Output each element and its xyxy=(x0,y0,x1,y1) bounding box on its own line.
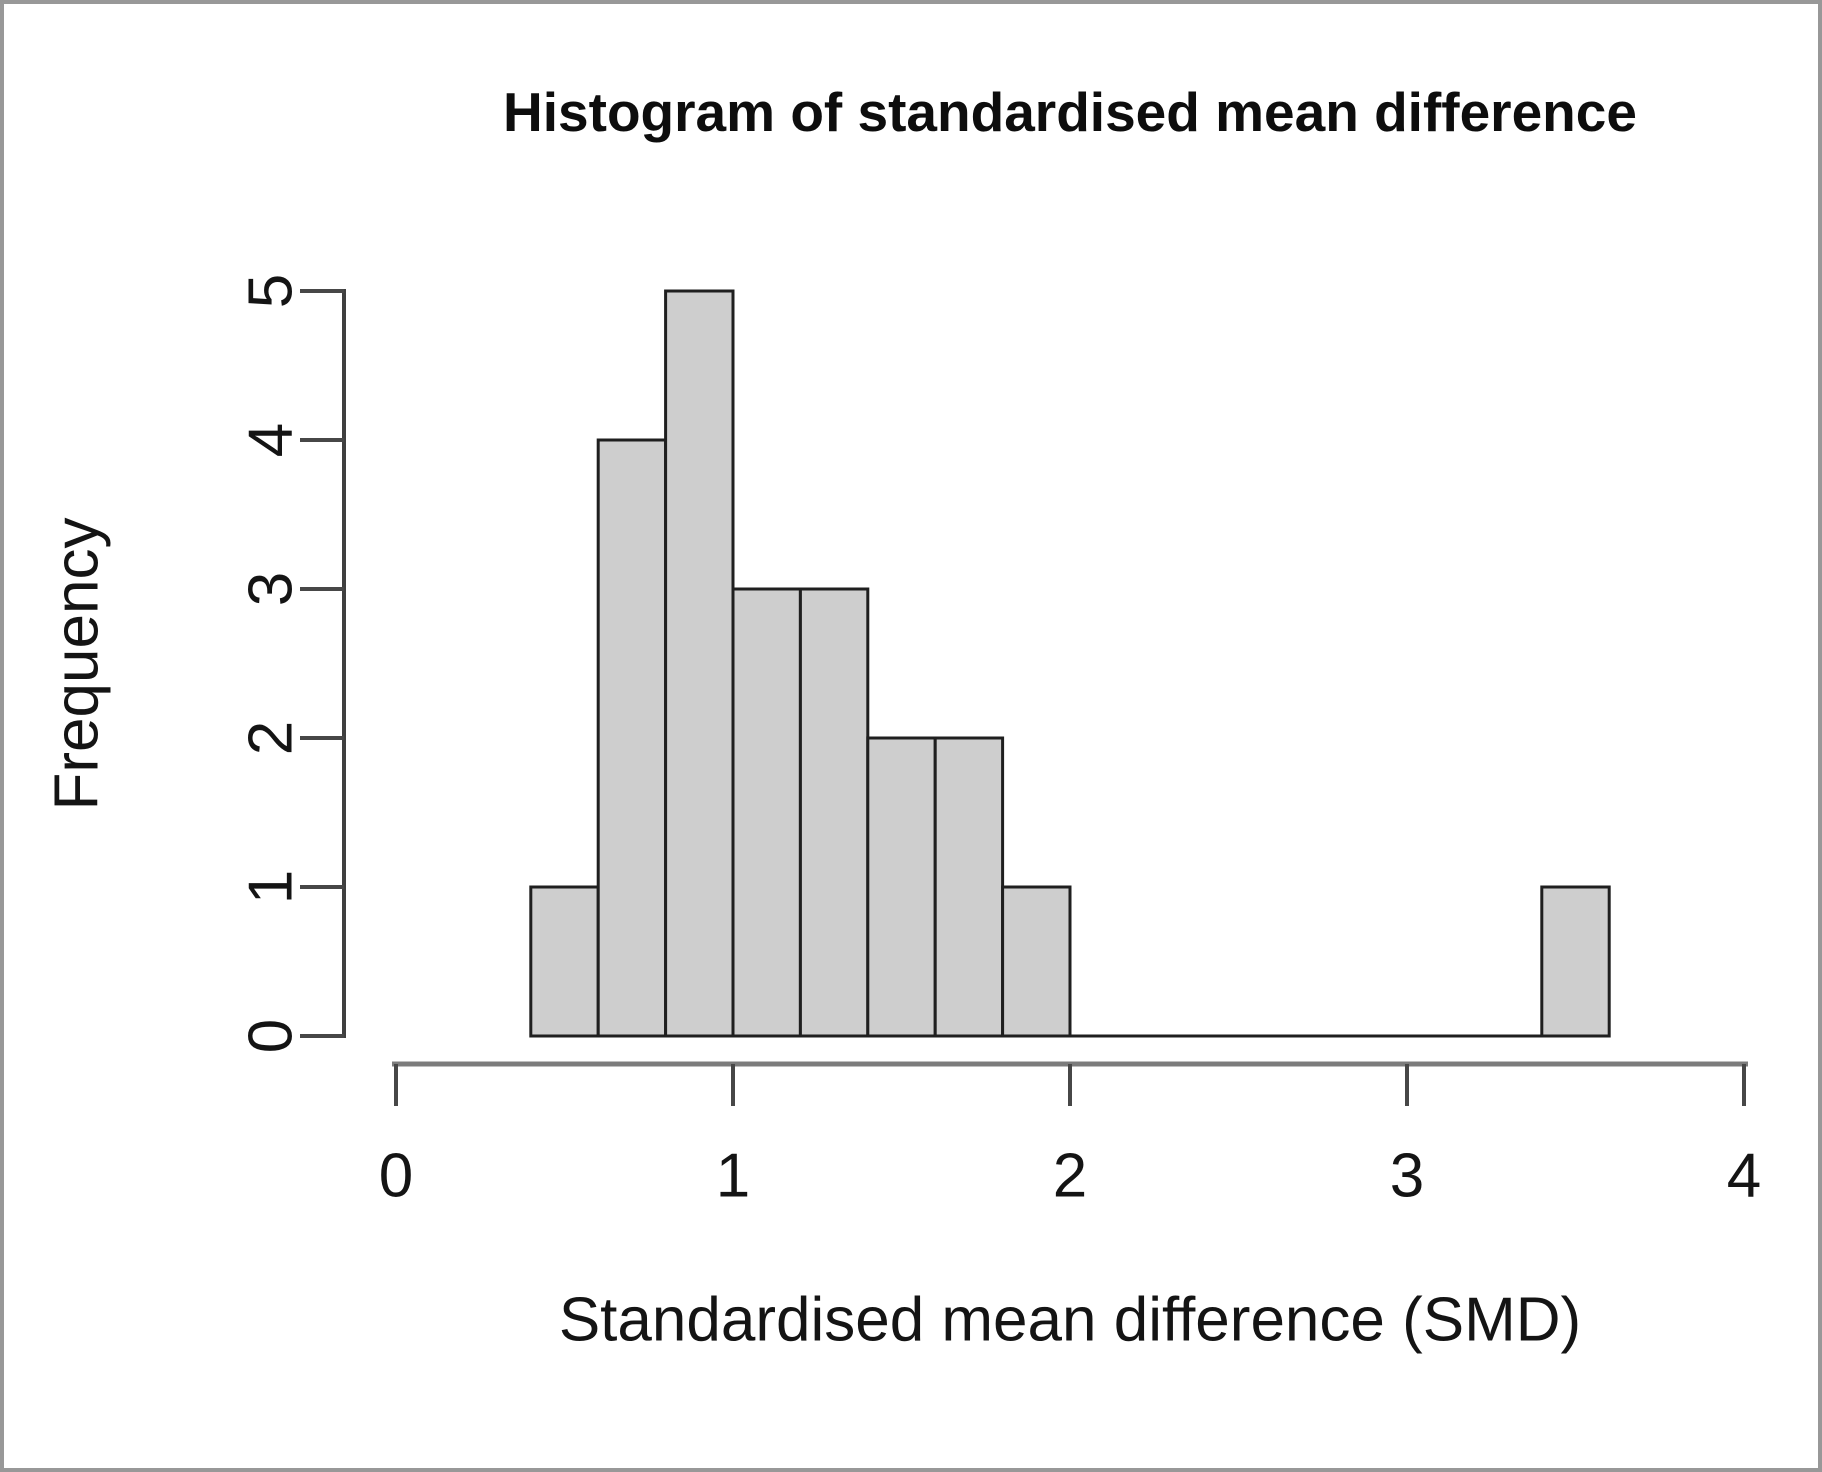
x-tick-label: 3 xyxy=(1390,1142,1424,1211)
x-tick-label: 0 xyxy=(379,1142,413,1211)
histogram-plot-area: 0 1 2 3 4 5 0 1 2 3 4 xyxy=(237,274,1762,1211)
y-tick-label: 0 xyxy=(237,1019,306,1053)
histogram-bar xyxy=(731,587,802,1038)
x-tick-label: 4 xyxy=(1727,1142,1761,1211)
y-tick-label: 2 xyxy=(237,721,306,755)
y-tick-label: 3 xyxy=(237,572,306,606)
histogram-bar xyxy=(866,736,937,1038)
histogram-bar xyxy=(529,885,600,1038)
histogram-bar xyxy=(798,587,870,1038)
y-tick-label: 5 xyxy=(237,274,306,308)
histogram-bar xyxy=(1540,885,1611,1038)
x-axis-label: Standardised mean difference (SMD) xyxy=(558,1285,1582,1355)
histogram-bar xyxy=(1001,885,1072,1038)
y-axis-label: Frequency xyxy=(42,517,112,811)
chart-title: Histogram of standardised mean differenc… xyxy=(503,81,1637,143)
x-tick-label: 2 xyxy=(1053,1142,1087,1211)
histogram-bar xyxy=(664,289,735,1038)
y-tick-label: 4 xyxy=(237,423,306,457)
histogram-bar xyxy=(596,438,668,1038)
y-tick-label: 1 xyxy=(237,870,306,904)
x-tick-label: 1 xyxy=(716,1142,750,1211)
histogram-bar xyxy=(933,736,1005,1038)
